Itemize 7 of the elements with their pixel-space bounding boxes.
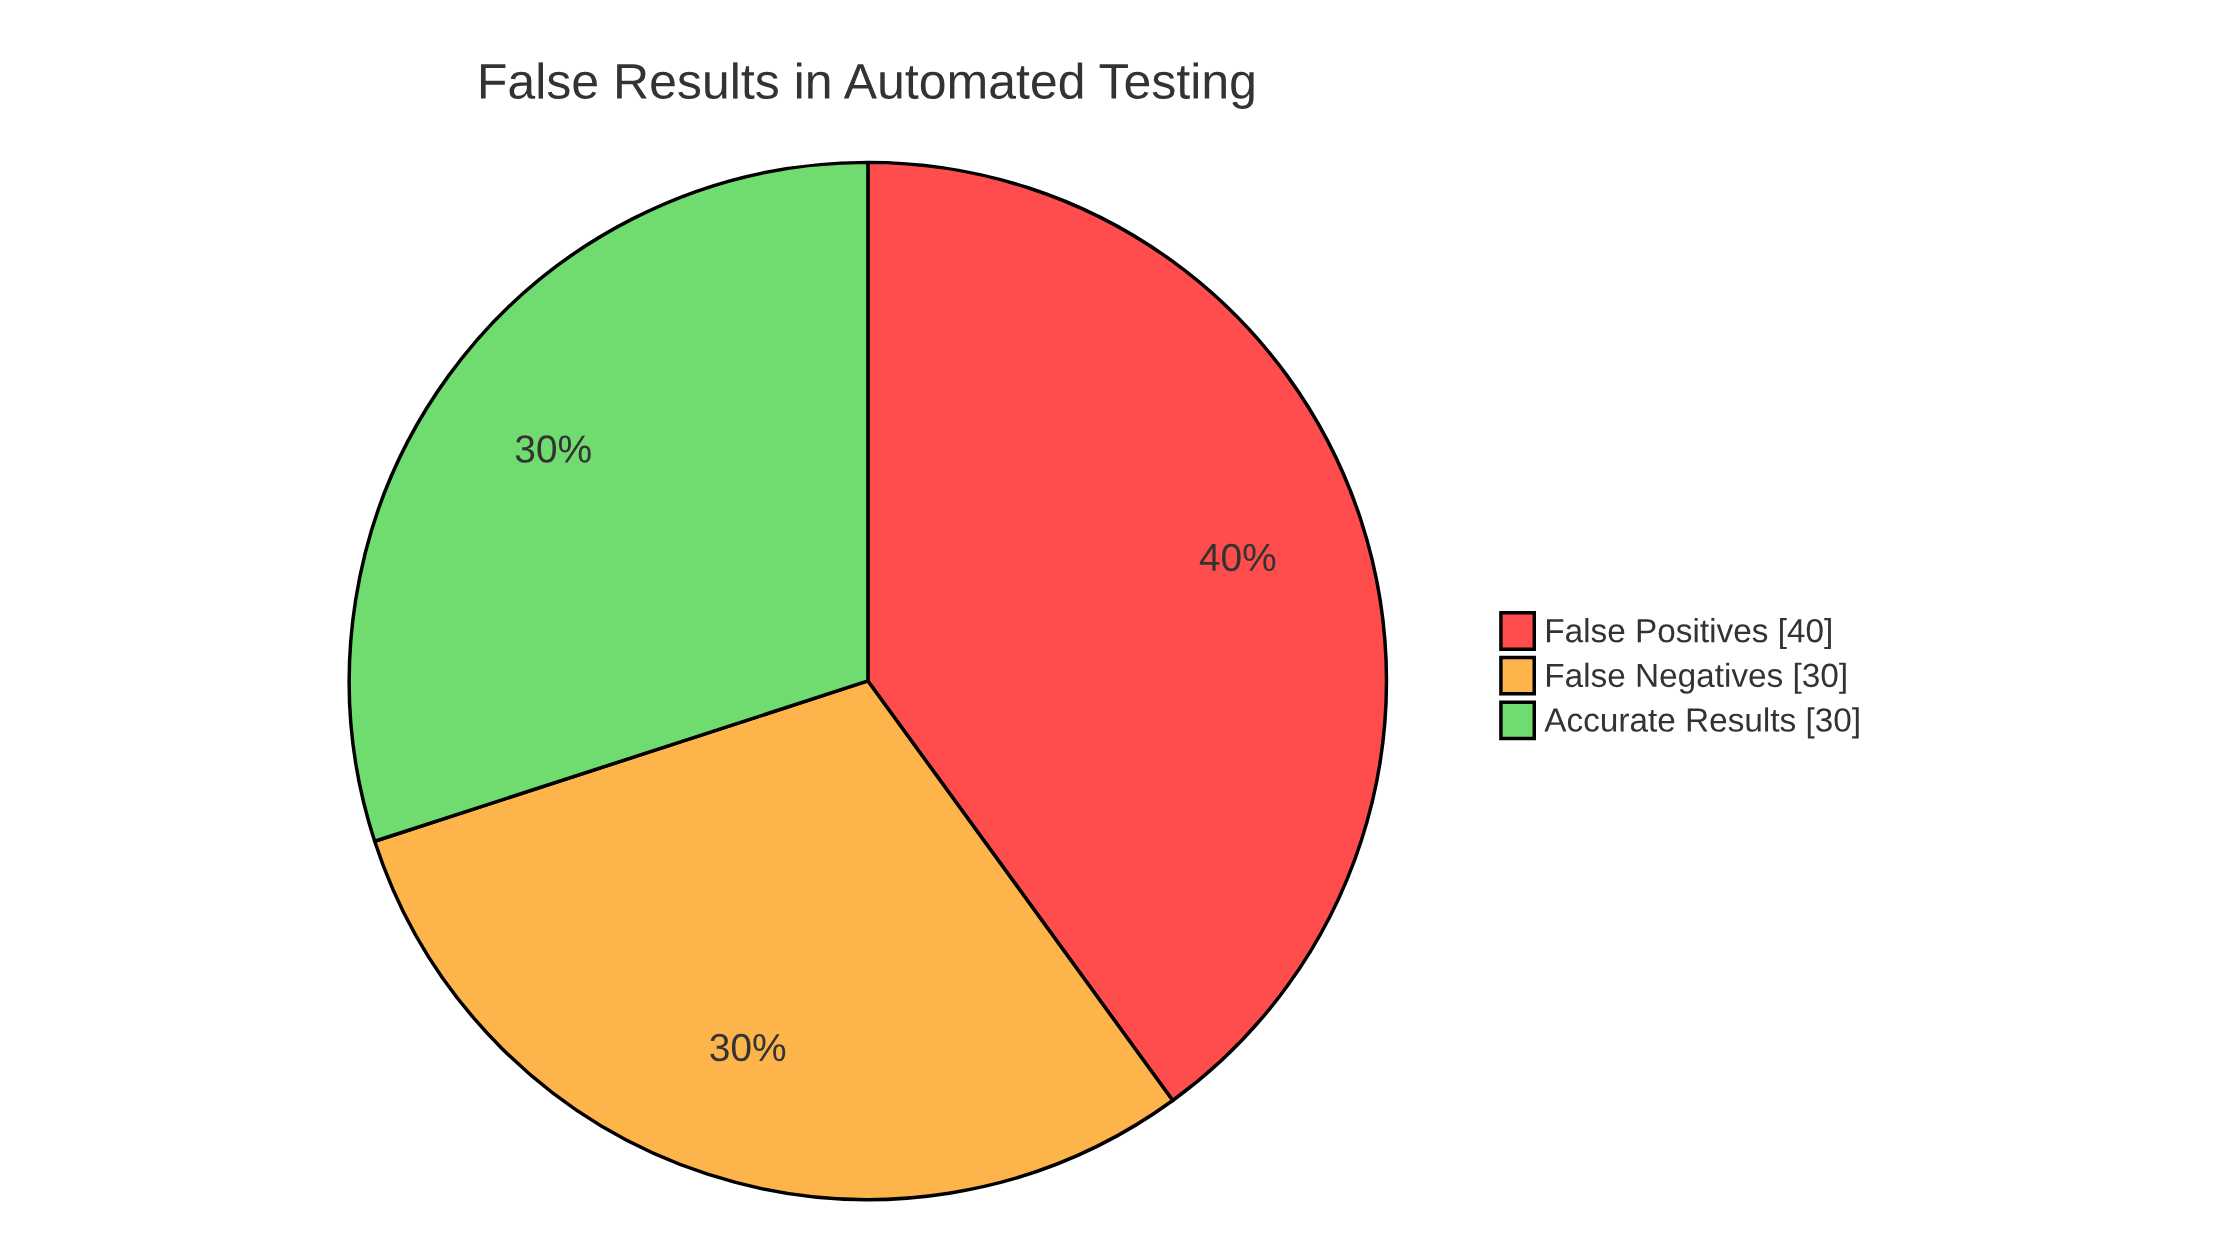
legend-label: False Positives [40] [1546,618,1831,650]
legend-label: False Negatives [30] [1546,662,1846,694]
data-label: 30% [515,435,591,463]
chart-title: False Results in Automated Testing [480,62,1254,109]
data-label: 40% [1199,543,1276,572]
legend-label: Accurate Results [30] [1544,707,1859,739]
data-label: 30% [710,1033,786,1062]
